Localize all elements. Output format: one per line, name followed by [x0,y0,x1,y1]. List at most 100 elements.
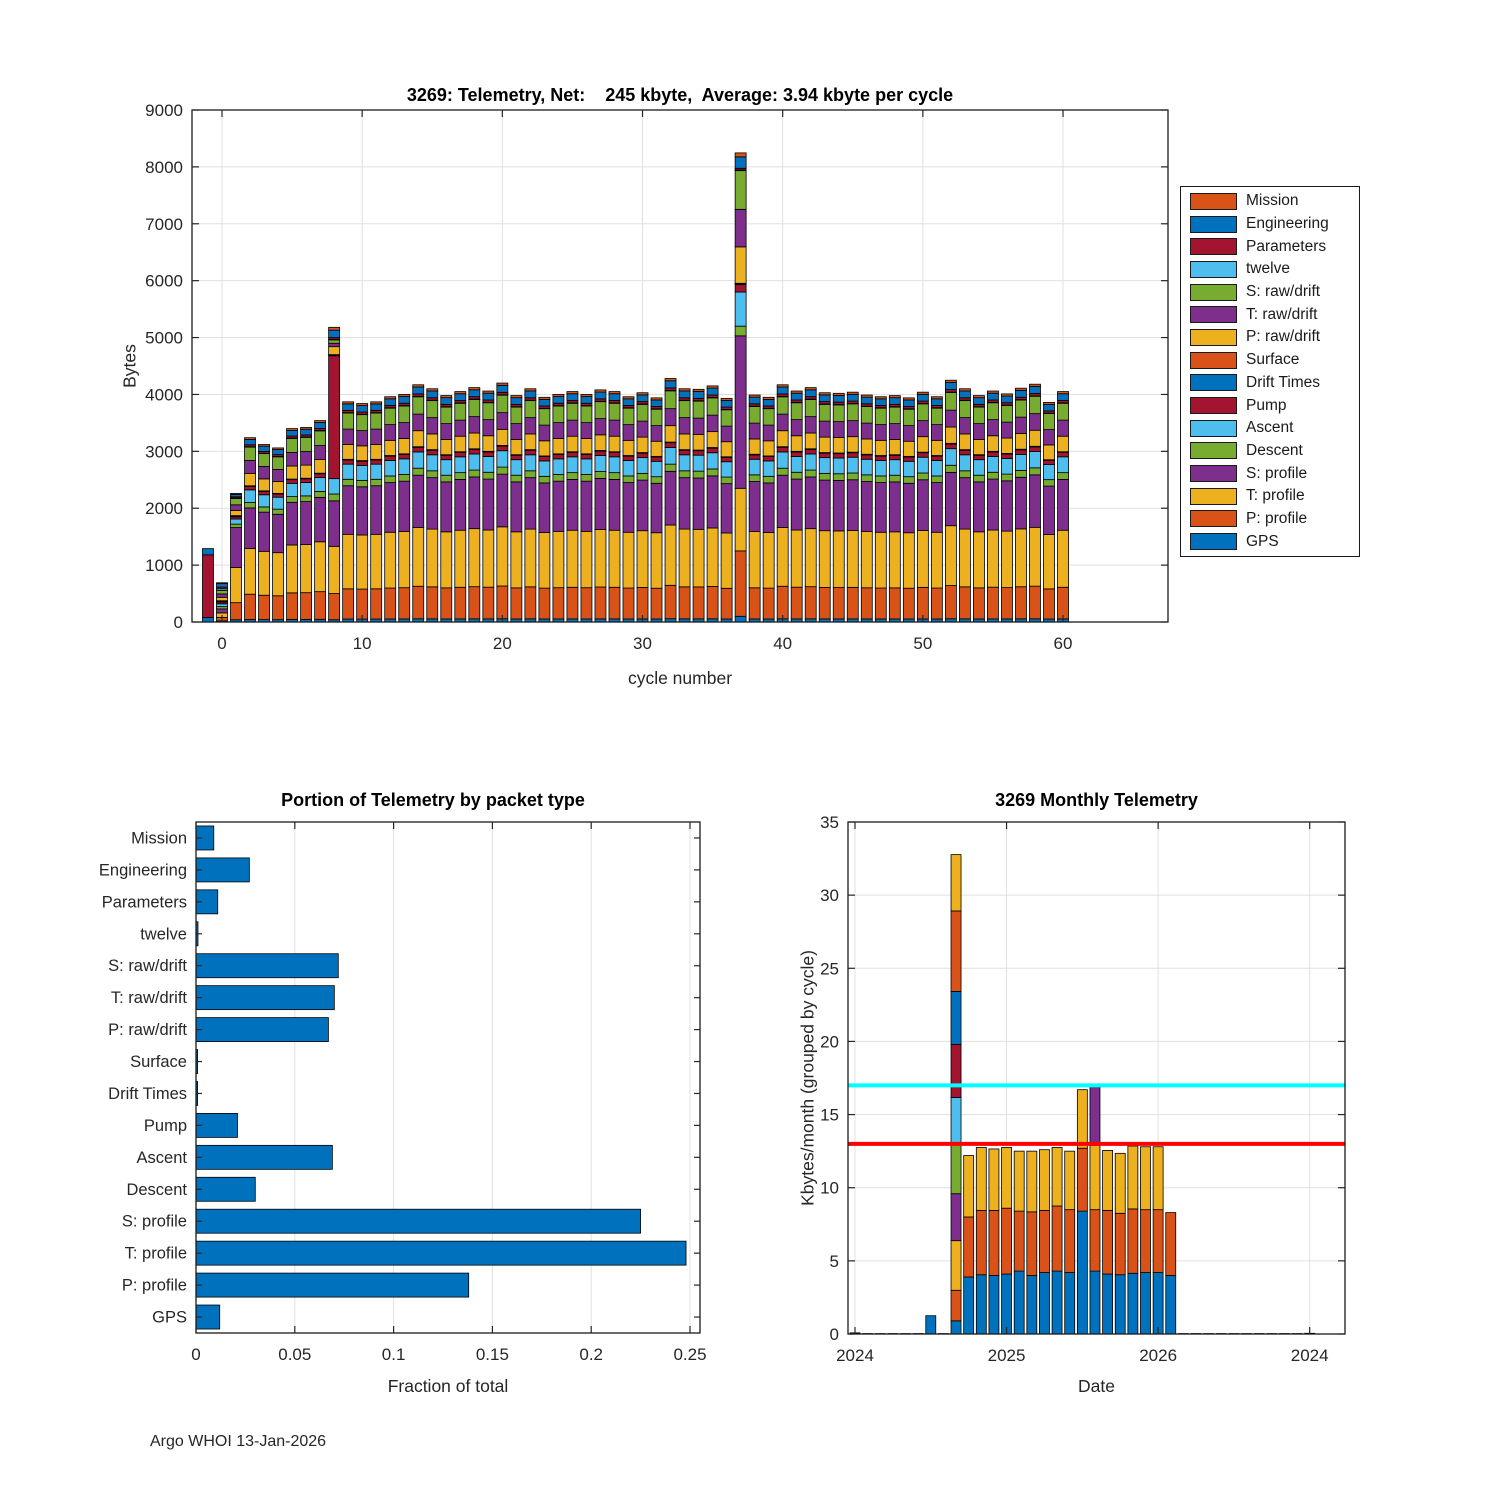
telemetry-bar-segment [524,586,537,620]
telemetry-bar-segment [608,479,621,531]
telemetry-bar-segment [622,482,635,533]
legend-swatch [1190,397,1237,415]
telemetry-bar-segment [412,527,425,587]
telemetry-bar-segment [1001,453,1013,459]
telemetry-bar-segment [496,466,509,475]
monthly-bar-segment [1140,1272,1151,1335]
monthly-bar-segment [1026,1211,1038,1276]
telemetry-bar-segment [622,531,635,589]
telemetry-bar-segment [1015,453,1027,471]
telemetry-bar-segment [1001,458,1013,475]
telemetry-bar-segment [286,452,298,467]
telemetry-bar-segment [524,477,537,530]
telemetry-bar-segment [987,456,999,473]
telemetry-bar-segment [734,487,747,552]
telemetry-bar-segment [608,451,621,458]
category-label: S: raw/drift [108,957,187,975]
telemetry-bar-segment [1001,404,1013,423]
telemetry-bar-segment [1015,387,1027,391]
telemetry-bar-segment [1015,449,1027,455]
telemetry-bar-segment [230,504,242,511]
monthly-bar-segment [1039,1272,1050,1335]
telemetry-bar-segment [902,482,915,534]
legend-swatch [1190,351,1237,369]
portion-bar [195,1240,687,1266]
telemetry-bar-segment [300,436,313,452]
telemetry-bar-segment [272,449,284,456]
telemetry-bar-segment [762,396,775,400]
legend-label: Surface [1246,351,1300,369]
telemetry-bar-segment [468,453,481,471]
telemetry-bar-segment [202,617,214,623]
telemetry-bar-segment [314,422,327,429]
legend-entry: Parameters [1181,238,1359,256]
telemetry-bar-segment [552,394,565,397]
telemetry-bar-segment [818,479,831,532]
telemetry-bar-segment [973,423,985,440]
telemetry-bar-segment [804,469,817,478]
y-tick-label: 1000 [145,556,183,575]
telemetry-bar-segment [328,500,341,547]
telemetry-bar-segment [426,390,439,399]
monthly-bar-segment [1102,1209,1113,1275]
telemetry-bar-segment [860,481,873,532]
x-tick-label: 10 [353,634,372,653]
telemetry-bar-segment [1015,433,1027,450]
category-label: Descent [126,1181,187,1199]
telemetry-bar-segment [524,470,537,479]
monthly-bar-segment [1140,1146,1151,1211]
telemetry-bar-segment [412,451,425,469]
telemetry-bar-segment [1015,399,1027,418]
telemetry-bar-segment [342,401,355,405]
telemetry-bar-segment [230,566,242,604]
y-tick-label: 0 [830,1325,839,1344]
telemetry-bar-segment [510,481,523,533]
telemetry-bar-segment [916,456,929,474]
telemetry-bar-segment [734,550,747,617]
telemetry-chart-title: 3269: Telemetry, Net: 245 kbyte, Average… [406,85,954,105]
telemetry-bar-segment [720,425,733,443]
telemetry-bar-segment [454,393,467,401]
telemetry-bar-segment [440,481,453,533]
telemetry-bar-segment [258,444,270,447]
telemetry-bar-segment [1057,529,1069,588]
telemetry-bar-segment [412,430,425,448]
telemetry-bar-segment [916,403,929,422]
telemetry-bar-segment [454,435,467,453]
telemetry-bar-segment [1029,386,1041,394]
telemetry-bar-segment [230,510,242,517]
telemetry-bar-segment [398,480,411,532]
telemetry-bar-segment [944,391,957,411]
telemetry-bar-segment [426,433,439,451]
telemetry-bar-segment [1029,474,1041,528]
telemetry-bar-segment [524,454,537,472]
telemetry-bar-segment [692,391,705,399]
telemetry-bar-segment [902,440,915,457]
telemetry-bar-segment [916,452,929,458]
telemetry-bar-segment [468,528,481,588]
telemetry-bar-segment [706,385,719,389]
telemetry-bar-segment [959,400,971,419]
telemetry-bar-segment [384,407,397,426]
telemetry-bar-segment [790,471,803,480]
telemetry-bar-segment [650,482,663,534]
telemetry-bar-segment [356,405,369,413]
telemetry-bar-segment [678,400,691,419]
monthly-bar-segment [1089,1209,1101,1272]
telemetry-bar-segment [622,460,635,477]
legend-entry: S: profile [1181,465,1359,483]
telemetry-bar-segment [664,378,677,382]
telemetry-bar-segment [1001,437,1013,454]
telemetry-bar-segment [286,501,298,546]
telemetry-bar-segment [594,389,607,393]
telemetry-bar-segment [790,478,803,531]
legend-swatch [1190,465,1237,483]
telemetry-bar-segment [342,459,355,465]
telemetry-bar-segment [818,472,831,481]
category-label: Ascent [137,1149,188,1167]
telemetry-bar-segment [426,388,439,392]
telemetry-bar-segment [874,531,887,589]
x-tick-label: 0.2 [579,1345,603,1364]
telemetry-bar-segment [370,478,383,487]
telemetry-bar-segment [384,439,397,456]
